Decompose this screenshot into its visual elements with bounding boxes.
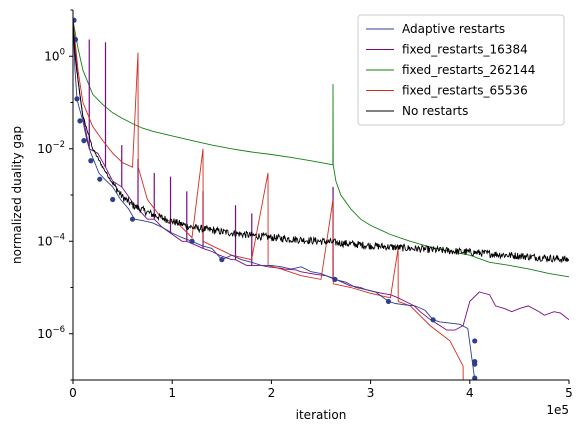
y-tick-label: 10−4: [37, 232, 65, 248]
plot-area: [73, 17, 569, 380]
legend-entry: fixed_restarts_262144: [402, 63, 535, 77]
restart-marker: [472, 375, 478, 380]
restart-marker: [129, 216, 136, 222]
x-tick-label: 1: [168, 386, 176, 400]
restart-marker: [189, 238, 195, 244]
x-tick-label: 4: [466, 386, 474, 400]
restart-marker: [332, 276, 338, 282]
restart-marker: [74, 96, 80, 102]
axes: 0 1 2 3 4 5 1e5 100 10−2 10−4 10−6 iteration normali…: [10, 9, 573, 422]
restart-marker: [81, 138, 87, 144]
series-line-no-restarts: [73, 19, 569, 263]
restart-marker: [472, 338, 478, 344]
restart-marker: [385, 298, 392, 305]
y-tick-label: 10−6: [37, 325, 65, 341]
x-axis-label: iteration: [296, 408, 347, 422]
restart-marker: [110, 196, 116, 203]
restart-marker: [97, 176, 103, 182]
restart-marker: [88, 158, 94, 164]
x-offset-text: 1e5: [546, 403, 569, 417]
restart-marker: [73, 17, 77, 23]
legend: Adaptive restarts fixed_restarts_16384fix…: [357, 14, 565, 126]
y-axis-label: normalized duality gap: [10, 126, 24, 264]
legend-entry: No restarts: [402, 104, 468, 118]
legend-entry: fixed_restarts_16384: [402, 43, 528, 57]
y-tick-label: 100: [44, 47, 65, 63]
x-tick-label: 2: [268, 386, 276, 400]
y-tick-label: 10−2: [37, 140, 65, 156]
series-line-adaptive-restarts: [73, 20, 476, 380]
series-line-fixed-restarts-65536: [73, 20, 464, 380]
restart-marker: [472, 361, 478, 367]
restart-marker: [219, 257, 225, 263]
legend-box: [357, 14, 565, 126]
legend-entry: Adaptive restarts: [402, 22, 505, 36]
series-line-fixed-restarts-16384: [73, 20, 569, 331]
restart-marker: [77, 118, 83, 124]
restart-marker: [430, 317, 436, 323]
x-tick-label: 0: [69, 386, 77, 400]
x-tick-label: 3: [367, 386, 375, 400]
legend-entry: fixed_restarts_65536: [402, 84, 528, 98]
x-tick-label: 5: [565, 386, 573, 400]
